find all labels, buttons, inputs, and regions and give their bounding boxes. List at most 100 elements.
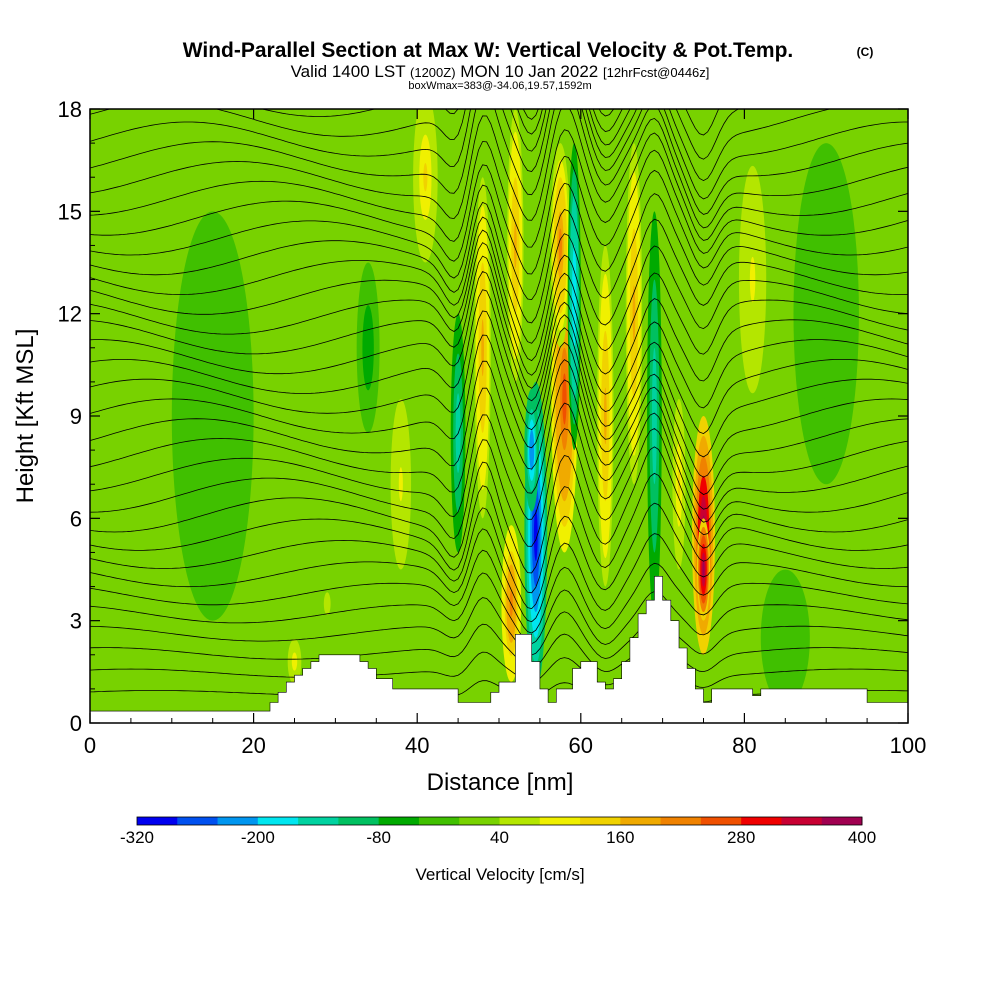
colorbar-swatch [580,817,621,825]
colorbar-swatch [177,817,219,825]
velocity-cell-band [632,285,636,343]
velocity-cell [306,535,348,672]
y-tick-label: 6 [70,506,82,531]
isentrope-line [90,623,908,673]
isentrope-line [90,651,908,688]
colorbar-tick-label: -200 [241,828,275,847]
colorbar-tick-label: -320 [120,828,154,847]
isentrope-line [90,472,908,594]
isentrope-line [90,289,908,435]
terrain-mask [90,576,908,723]
colorbar-tick-label: 280 [727,828,755,847]
colorbar-frame [136,816,863,826]
velocity-cell [388,381,414,587]
isentrope-line [90,597,908,659]
velocity-cell [793,143,859,485]
velocity-cell-band [558,228,562,263]
isentrope-line [90,402,908,523]
velocity-cell-band [677,470,681,499]
velocity-cell [567,143,581,451]
colorbar-swatch [781,817,823,825]
boxwmax-note: boxWmax=383@-34.06,19.57,1592m [408,80,591,92]
colorbar-swatch [700,817,742,825]
isentrope-line [90,109,908,200]
velocity-cell-band [573,271,576,323]
colorbar-swatch [338,817,380,825]
colorbar-swatch [539,817,581,825]
isentrope-line [90,270,908,413]
subtitle-zulu: (1200Z) [410,65,456,80]
isentrope-line [90,109,908,215]
velocity-cell-band [513,222,517,269]
isentrope-line [90,193,908,324]
y-tick-label: 3 [70,609,82,634]
colorbar-swatch [418,817,460,825]
colorbar-label: Vertical Velocity [cm/s] [415,865,584,884]
isentrope-line [90,334,908,478]
x-axis-label: Distance [nm] [427,769,574,796]
isentrope-line [90,310,908,458]
velocity-cell-band [603,387,607,445]
isentrope-line [90,572,908,645]
x-tick-label: 40 [405,733,429,758]
isentrope-line [90,428,908,547]
velocity-cell-band [653,381,656,451]
velocity-cell [122,535,189,672]
y-tick-label: 15 [58,199,82,224]
isentrope-line [90,379,908,510]
x-tick-label: 0 [84,733,96,758]
isentrope-line [90,169,908,301]
colorbar-swatch [620,817,662,825]
velocity-cell-band [366,333,371,362]
isentrope-line [90,109,908,229]
colorbar-swatch [378,817,420,825]
velocity-cell-band [323,592,331,615]
colorbar-swatch [499,817,541,825]
velocity-cell [672,398,686,570]
isentrope-line [90,446,908,574]
subtitle-date: MON 10 Jan 2022 [460,62,598,81]
y-tick-label: 9 [70,404,82,429]
velocity-cell [597,245,614,587]
copyright-mark: (C) [857,45,874,59]
velocity-cell-band [481,319,485,377]
velocity-cell-band [820,285,832,343]
isentrope-line [90,255,908,395]
colorbar-tick-label: -80 [366,828,391,847]
plot-area [90,109,908,723]
subtitle-forecast: [12hrFcst@0446z] [603,65,709,80]
x-tick-label: 100 [890,733,927,758]
velocity-cell-band [562,373,567,425]
subtitle-valid: Valid 1400 LST [291,62,406,81]
colorbar-swatch [137,817,178,825]
velocity-cell-band [781,626,790,650]
isentrope-line [90,359,908,495]
velocity-cell-band [293,657,296,667]
x-tick-label: 60 [569,733,593,758]
velocity-cell-band [533,509,538,561]
velocity-cell [286,634,303,689]
velocity-cell-band [702,560,705,579]
velocity-cell-band [149,592,161,615]
isentrope-line [90,502,908,610]
velocity-cell-band [749,256,756,303]
colorbar-swatch [217,817,259,825]
velocity-cell [647,211,662,621]
isentrope-line [90,216,908,344]
axis-ticks: 0 20 40 60 80 100 0 3 6 9 12 15 18 [58,97,927,758]
colorbar-swatch [298,817,339,825]
velocity-cell [413,109,438,263]
colorbar-swatch [660,817,702,825]
y-axis-label: Height [Kft MSL] [12,329,39,504]
chart-subtitle: Valid 1400 LST (1200Z) MON 10 Jan 2022 [… [291,62,710,81]
chart-title: Wind-Parallel Section at Max W: Vertical… [183,39,794,62]
isentrope-line [90,109,832,182]
colorbar-swatch [821,817,863,825]
velocity-cell [760,569,810,706]
velocity-cell-band [423,163,428,192]
velocity-cell [524,388,540,512]
colorbar-tick-label: 160 [606,828,634,847]
colorbar-swatch [459,817,500,825]
isentrope-line [90,149,908,275]
